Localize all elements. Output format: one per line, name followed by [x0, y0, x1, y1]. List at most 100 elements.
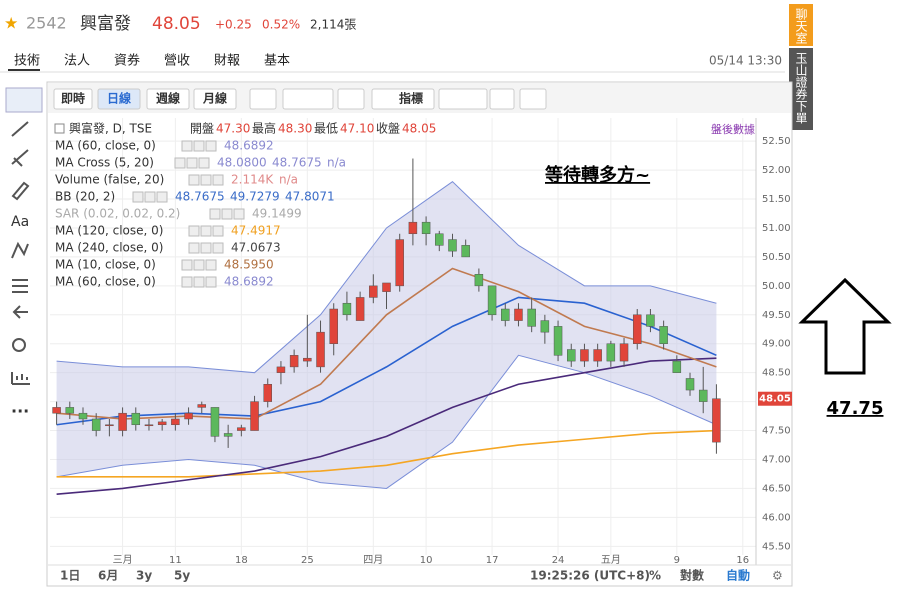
plot-area: 45.5046.0046.5047.0047.5048.0048.5049.00… [50, 118, 792, 566]
legend-icon[interactable] [198, 157, 210, 169]
pattern-tool[interactable] [11, 241, 29, 259]
tab[interactable]: 資券 [114, 53, 140, 69]
legend-icon[interactable] [186, 157, 198, 169]
indicator-line [56, 429, 717, 478]
settings-button[interactable] [337, 88, 365, 110]
legend-icon[interactable] [200, 174, 212, 186]
x-tick-label: 16 [736, 555, 749, 566]
legend-icon[interactable] [205, 140, 217, 152]
candle-body [619, 343, 629, 362]
candle-body [171, 418, 180, 426]
chat-tab[interactable] [789, 4, 813, 46]
legend-icon[interactable] [212, 242, 224, 254]
fib-tool[interactable] [11, 149, 29, 167]
order-tab-label[interactable]: 玉山證券下單 [794, 52, 808, 124]
candle-body [263, 384, 272, 402]
legend-icon[interactable] [174, 157, 186, 169]
legend-icon[interactable] [188, 174, 200, 186]
toolbar-label[interactable]: 日線 [107, 91, 131, 106]
ohlc-value: 48.30 [278, 122, 312, 136]
legend-icon[interactable] [144, 191, 156, 203]
legend-icon[interactable] [221, 208, 233, 220]
legend-icon[interactable] [132, 191, 144, 203]
percent-toggle[interactable]: % [649, 569, 661, 583]
order-tab[interactable] [789, 48, 813, 130]
legend-icon[interactable] [200, 225, 212, 237]
x-tick-label: 17 [486, 555, 499, 566]
legend-icon[interactable] [212, 174, 224, 186]
toolbar-label[interactable]: 即時 [61, 91, 85, 106]
star-icon[interactable]: ★ [4, 14, 18, 33]
after-hours-link[interactable]: 盤後數據 [711, 122, 755, 136]
measure-tool[interactable] [12, 279, 28, 293]
legend-icon[interactable] [193, 140, 205, 152]
legend-icon[interactable] [188, 242, 200, 254]
tab[interactable]: 法人 [64, 54, 90, 69]
indicator-line [56, 181, 717, 374]
y-tick-label: 46.50 [762, 483, 791, 494]
tab-bar: 技術 法人 資券 營收 財報 基本 [14, 53, 290, 69]
trend-line-tool[interactable] [11, 121, 29, 137]
remove-tool[interactable] [12, 305, 28, 319]
legend-icon[interactable] [205, 276, 217, 288]
toolbar-label[interactable]: 月線 [202, 91, 227, 106]
candle-body [567, 349, 576, 362]
candle-body [78, 412, 88, 420]
legend-icon[interactable] [200, 242, 212, 254]
text-tool[interactable]: Aa [11, 214, 29, 230]
crosshair-tool[interactable] [5, 87, 43, 113]
undo-redo-button[interactable] [438, 88, 488, 110]
legend-icon[interactable] [181, 276, 193, 288]
tab[interactable]: 基本 [264, 54, 290, 69]
x-tick-label: 24 [552, 555, 565, 566]
candle-body [276, 366, 286, 373]
legend-icon[interactable] [188, 225, 200, 237]
tab[interactable]: 營收 [164, 54, 190, 69]
legend-icon[interactable] [181, 140, 193, 152]
zoom-tool[interactable] [12, 338, 26, 352]
candle-body [448, 239, 457, 252]
legend-icon[interactable] [205, 259, 217, 271]
tab[interactable]: 技術 [14, 54, 40, 69]
fullscreen-button[interactable] [489, 88, 515, 110]
toolbar-button[interactable] [371, 88, 435, 110]
tab[interactable]: 財報 [214, 54, 240, 69]
toolbar-button[interactable] [97, 88, 141, 110]
log-toggle[interactable]: 對數 [680, 568, 704, 583]
legend-value: 49.1499 [252, 207, 302, 221]
range-button[interactable]: 6月 [98, 569, 118, 583]
candle-body [237, 427, 246, 431]
more-tools[interactable]: ··· [11, 402, 29, 421]
auto-toggle[interactable]: 自動 [726, 568, 750, 583]
legend-icon[interactable] [193, 259, 205, 271]
y-tick-label: 47.50 [762, 426, 791, 437]
candle-body [527, 308, 536, 327]
snapshot-button[interactable] [519, 88, 547, 110]
range-button[interactable]: 3y [136, 569, 152, 583]
legend-icon[interactable] [156, 191, 168, 203]
compare-button[interactable] [249, 88, 277, 110]
legend-toggle[interactable] [54, 123, 65, 134]
brush-tool[interactable] [11, 181, 30, 201]
chart-style-button[interactable] [282, 88, 334, 110]
toolbar-label[interactable]: 指標 [399, 91, 423, 106]
candle-body [632, 314, 642, 344]
toolbar-button[interactable] [193, 88, 237, 110]
toolbar-button[interactable] [53, 88, 93, 110]
toolbar-button[interactable] [146, 88, 190, 110]
range-button[interactable]: 5y [174, 569, 190, 583]
legend-icon[interactable] [193, 276, 205, 288]
legend-icon[interactable] [212, 225, 224, 237]
candle-body [698, 389, 708, 402]
legend-name: MA (10, close, 0) [55, 258, 156, 272]
scale-settings[interactable]: ⚙ [772, 569, 783, 583]
toolbar-label[interactable]: 週線 [156, 91, 180, 106]
range-button[interactable]: 1日 [60, 569, 80, 583]
chat-tab-label[interactable]: 聊天室 [794, 8, 808, 44]
bars-tool[interactable] [11, 372, 30, 385]
legend-icon[interactable] [233, 208, 245, 220]
legend-name: MA (60, close, 0) [55, 139, 156, 153]
legend-icon[interactable] [209, 208, 221, 220]
legend-icon[interactable] [181, 259, 193, 271]
